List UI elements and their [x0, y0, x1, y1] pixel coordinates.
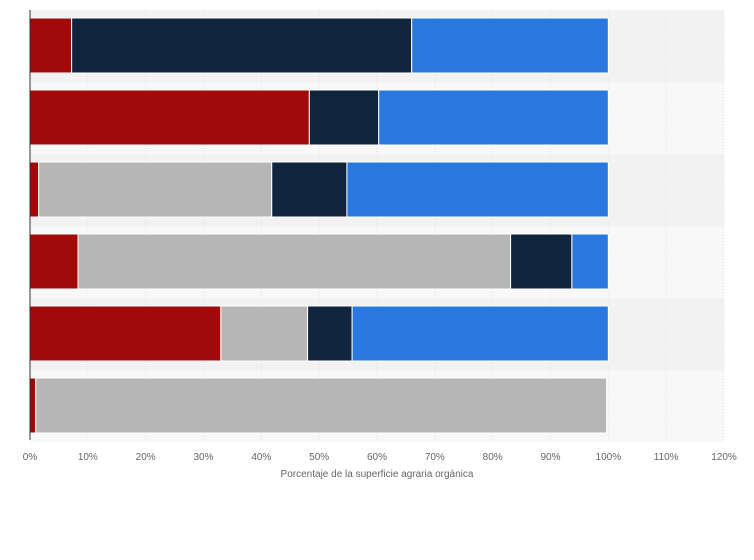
bar-segment[interactable]	[38, 161, 273, 218]
gridlines	[87, 10, 725, 442]
bar-segment[interactable]	[71, 17, 413, 74]
x-tick-label: 0%	[23, 452, 38, 463]
bar-segment[interactable]	[346, 161, 609, 218]
x-tick-label: 40%	[251, 452, 271, 463]
x-tick-label: 110%	[654, 452, 679, 463]
bar-segment[interactable]	[308, 89, 380, 146]
bar-segment[interactable]	[77, 233, 512, 290]
bar-segment[interactable]	[29, 377, 37, 434]
bars	[29, 17, 609, 434]
bar-segment[interactable]	[29, 233, 79, 290]
bar-segment[interactable]	[571, 233, 609, 290]
x-tick-label: 10%	[78, 452, 98, 463]
bar-segment[interactable]	[510, 233, 573, 290]
x-tick-label: 50%	[309, 452, 329, 463]
x-tick-label: 120%	[711, 452, 737, 463]
bar-segment[interactable]	[29, 305, 222, 362]
x-axis-title: Porcentaje de la superficie agraria orgá…	[281, 469, 474, 480]
x-tick-label: 20%	[136, 452, 156, 463]
bar-segment[interactable]	[307, 305, 353, 362]
bar-segment[interactable]	[29, 17, 73, 74]
bar-segment[interactable]	[378, 89, 609, 146]
bar-segment[interactable]	[271, 161, 348, 218]
bar-segment[interactable]	[411, 17, 609, 74]
bar-segment[interactable]	[351, 305, 609, 362]
bar-segment[interactable]	[35, 377, 608, 434]
bar-segment[interactable]	[29, 89, 310, 146]
bar-segment[interactable]	[220, 305, 309, 362]
x-tick-label: 60%	[367, 452, 387, 463]
x-tick-label: 70%	[425, 452, 445, 463]
x-tick-label: 90%	[540, 452, 560, 463]
x-tick-label: 100%	[596, 452, 622, 463]
x-tick-label: 80%	[483, 452, 503, 463]
x-tick-labels: 0% 10% 20% 30% 40% 50% 60% 70% 80% 90% 100% 110% 120…	[23, 452, 737, 463]
x-tick-label: 30%	[193, 452, 213, 463]
bar-segment[interactable]	[29, 161, 40, 218]
